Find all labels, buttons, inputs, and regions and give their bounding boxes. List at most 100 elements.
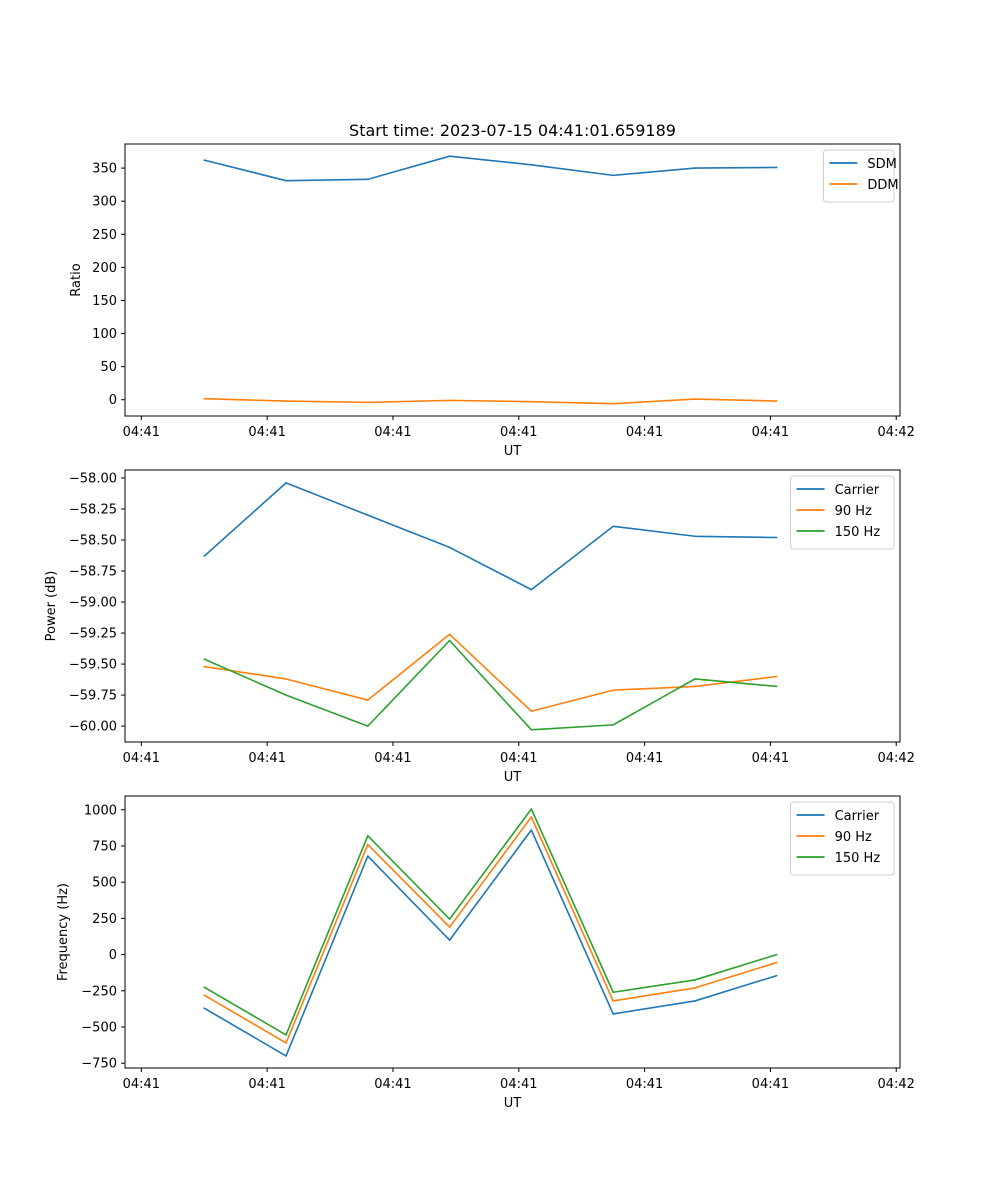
data-point <box>775 675 778 678</box>
data-point <box>694 398 696 400</box>
data-point <box>285 1055 287 1057</box>
x-tick-label: 04:41 <box>500 1077 537 1092</box>
data-point <box>448 918 451 920</box>
data-point <box>448 926 451 928</box>
data-point <box>694 1000 696 1002</box>
data-point <box>694 678 696 680</box>
x-tick-label: 04:41 <box>374 425 411 440</box>
series-line-90-hz <box>203 816 777 1044</box>
series-line-150-hz <box>203 808 777 1036</box>
data-point <box>203 658 206 660</box>
x-tick-label: 04:41 <box>374 1077 411 1092</box>
y-tick-label: −58.75 <box>69 565 117 580</box>
data-point <box>367 178 369 181</box>
data-point <box>775 953 778 956</box>
y-tick-label: −58.00 <box>69 471 117 486</box>
legend-label: Carrier <box>835 809 880 824</box>
data-point <box>612 1013 614 1015</box>
data-point <box>612 174 614 177</box>
data-point <box>694 535 696 538</box>
y-axis-label: Ratio <box>69 263 84 296</box>
y-tick-label: −500 <box>81 1021 117 1036</box>
y-tick-label: 1000 <box>84 803 117 818</box>
data-point <box>530 729 533 731</box>
data-point <box>285 482 287 484</box>
y-tick-label: 750 <box>92 839 117 854</box>
y-tick-label: −59.50 <box>69 658 117 673</box>
data-point <box>612 1000 614 1002</box>
y-tick-label: 150 <box>92 294 117 309</box>
data-point <box>530 163 533 166</box>
data-point <box>448 633 451 636</box>
chart-panel-1: 0 50 100 150 200 250 300 350 04:41 04:41 04:41 04:4… <box>69 143 915 459</box>
series-line-150-hz <box>203 639 777 731</box>
data-point <box>203 665 206 668</box>
data-point <box>203 994 206 996</box>
x-tick-label: 04:41 <box>374 751 411 766</box>
data-point <box>612 991 614 994</box>
x-tick-label: 04:41 <box>248 751 285 766</box>
y-tick-label: −59.75 <box>69 689 117 704</box>
x-tick-label: 04:42 <box>877 425 914 440</box>
x-axis-label: UT <box>504 444 522 459</box>
y-tick-label: 500 <box>92 876 117 891</box>
y-tick-label: −58.50 <box>69 533 117 548</box>
y-axis-label: Power (dB) <box>44 571 59 642</box>
y-tick-label: 250 <box>92 228 117 243</box>
x-tick-label: 04:41 <box>500 425 537 440</box>
data-point <box>448 155 451 157</box>
x-tick-label: 04:41 <box>123 751 160 766</box>
legend: SDM DDM <box>822 149 899 203</box>
data-point <box>530 816 533 818</box>
y-tick-label: 250 <box>92 912 117 927</box>
data-point <box>203 986 206 988</box>
data-point <box>694 979 696 981</box>
x-tick-label: 04:41 <box>752 751 789 766</box>
data-point <box>203 159 206 161</box>
data-point <box>775 685 778 688</box>
data-point <box>775 166 778 169</box>
y-tick-label: 350 <box>92 162 117 177</box>
x-tick-label: 04:41 <box>752 425 789 440</box>
y-tick-label: −60.00 <box>69 720 117 735</box>
y-tick-label: 0 <box>109 948 117 963</box>
x-tick-label: 04:41 <box>248 1077 285 1092</box>
data-point <box>367 835 369 837</box>
legend-label: SDM <box>867 157 896 172</box>
data-point <box>285 694 287 696</box>
axes-frame <box>124 469 901 743</box>
data-point <box>367 843 369 846</box>
data-point <box>285 179 287 182</box>
data-point <box>530 829 533 831</box>
legend: Carrier 90 Hz 150 Hz <box>790 475 895 550</box>
x-tick-label: 04:41 <box>500 751 537 766</box>
data-point <box>775 400 778 402</box>
legend-label: 90 Hz <box>835 830 872 845</box>
data-point <box>285 400 287 402</box>
data-point <box>530 588 533 591</box>
data-point <box>203 555 206 557</box>
y-tick-label: 100 <box>92 327 117 342</box>
data-point <box>448 546 451 549</box>
chart-panel-2: −60.00 −59.75 −59.50 −59.25 −59.00 −58.75 −58.… <box>44 469 915 785</box>
data-point <box>694 167 696 169</box>
y-tick-label: 300 <box>92 195 117 210</box>
y-tick-label: −750 <box>81 1057 117 1072</box>
chart-panel-3: −750 −500 −250 0 250 500 750 1000 04:41 04:41 04:4… <box>56 795 915 1111</box>
data-point <box>612 689 614 691</box>
x-tick-label: 04:41 <box>248 425 285 440</box>
x-tick-label: 04:41 <box>626 425 663 440</box>
y-tick-label: 50 <box>100 360 117 375</box>
data-point <box>367 855 369 857</box>
series-line-ddm <box>204 397 777 405</box>
y-tick-label: −59.25 <box>69 627 117 642</box>
data-point <box>285 678 287 680</box>
data-point <box>448 639 451 642</box>
x-axis-label: UT <box>504 770 522 785</box>
axes-frame <box>124 795 901 1069</box>
data-point <box>530 400 533 403</box>
y-tick-label: −250 <box>81 984 117 999</box>
data-point <box>775 536 778 539</box>
data-point <box>448 399 451 402</box>
legend-label: 90 Hz <box>835 504 872 519</box>
